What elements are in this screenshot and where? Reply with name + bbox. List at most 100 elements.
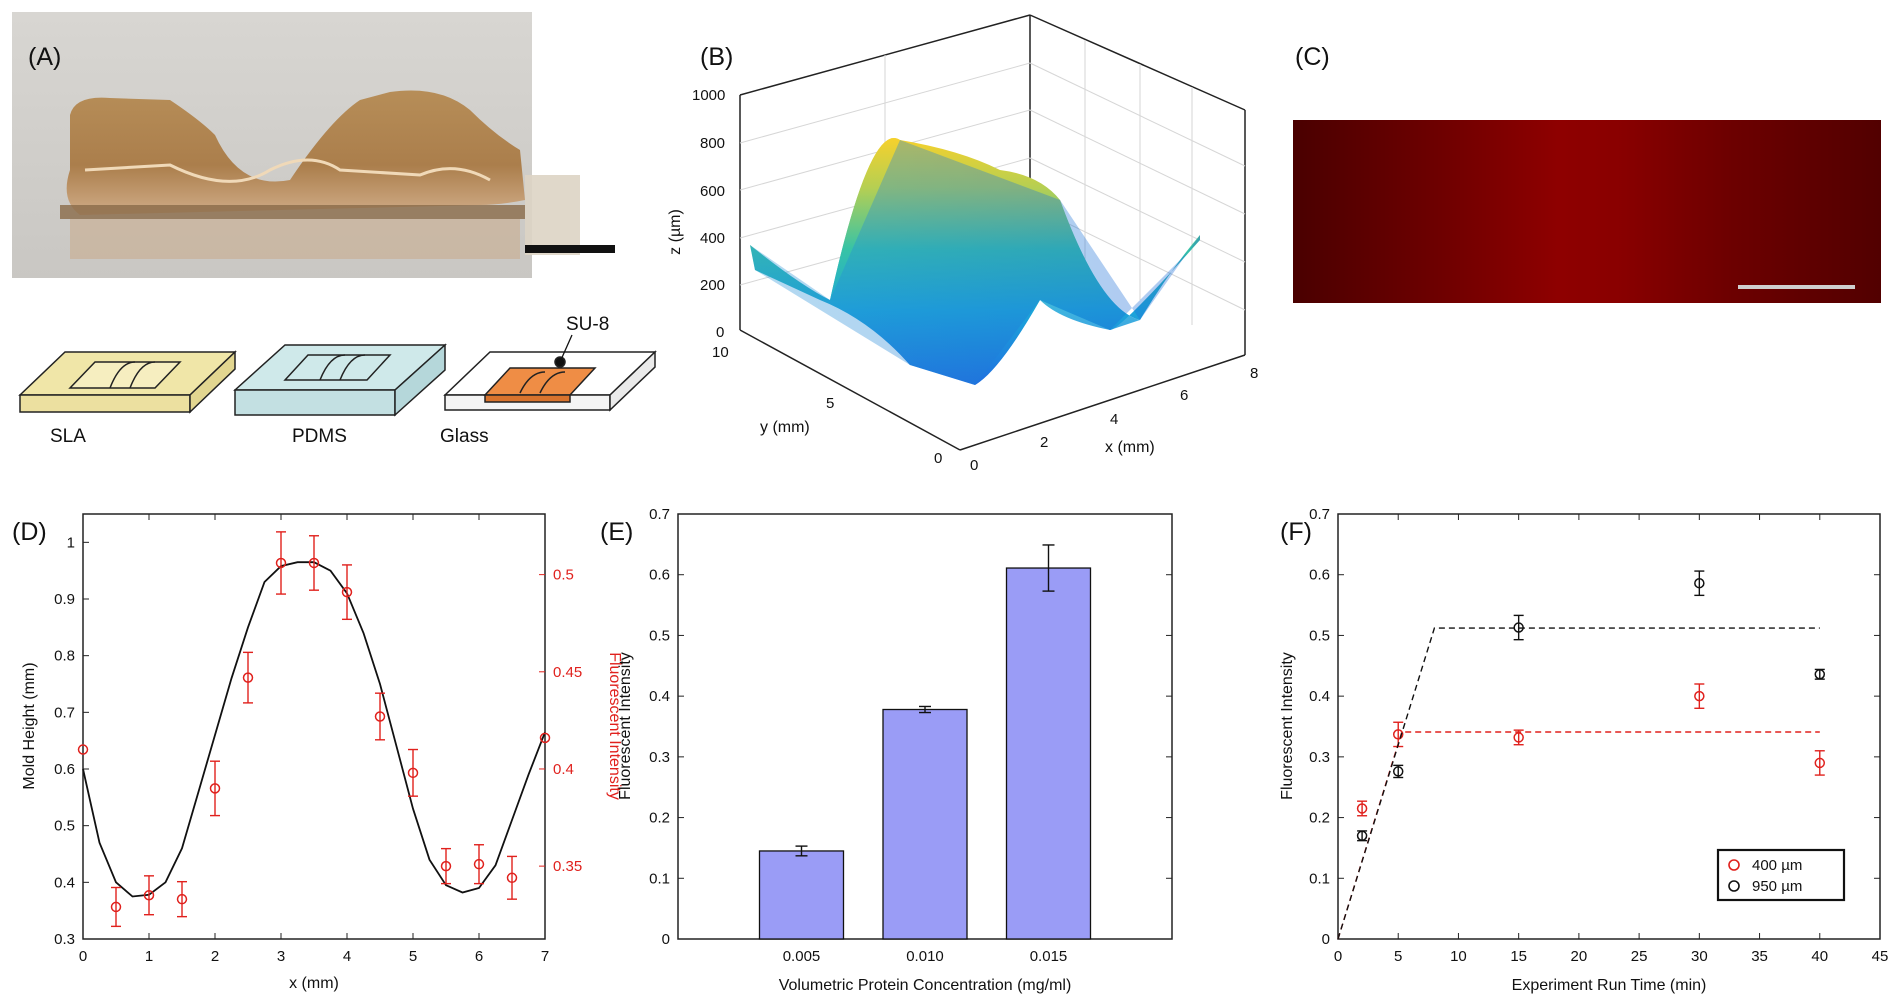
x-tick-label: 25: [1631, 948, 1648, 965]
mold-highlight: [84, 158, 491, 183]
x-tick-label: 5: [409, 948, 417, 965]
y-axis-right-label-d: Fluorescent Intensity: [606, 652, 623, 800]
y-tick-label: 0.6: [1309, 567, 1330, 584]
panel-a-photo: (A): [12, 12, 615, 278]
data-point: [1694, 690, 1705, 702]
y-tick-label: 0: [1322, 931, 1330, 948]
panel-label-c: (C): [1295, 43, 1330, 71]
fit-line: [1337, 627, 1820, 940]
surface-side: [750, 140, 1200, 385]
y-tick: 0: [934, 450, 942, 467]
x-tick-label: 1: [145, 948, 153, 965]
y-axis-label-d: Mold Height (mm): [21, 662, 38, 789]
data-point: [341, 586, 353, 598]
data-point: [1513, 622, 1524, 633]
panel-c-fluorescence: (C): [1293, 43, 1881, 303]
data-point: [275, 557, 287, 569]
z-tick: 1000: [692, 87, 725, 104]
panel-label-b: (B): [700, 43, 733, 71]
bar: [1005, 567, 1092, 940]
x-tick-label: 0.005: [783, 948, 821, 965]
y-tick-label: 0.7: [649, 506, 670, 523]
x-tick-label: 0: [79, 948, 87, 965]
bar: [758, 850, 845, 940]
y-tick-label: 0.2: [1309, 810, 1330, 827]
panel-a-schematic: [18, 334, 657, 417]
y-tick-label: 0.4: [649, 688, 670, 705]
data-point: [440, 860, 452, 872]
y-axis-label: y (mm): [760, 419, 810, 436]
data-point: [473, 858, 485, 870]
label-sla: SLA: [50, 426, 86, 447]
panel-f-chart: (F) 0 5 10 15 20 25 30 35 40 45 0 0.1 0.2 0.3 0.4 0.5 0.…: [1279, 506, 1888, 994]
mold-base: [60, 205, 525, 219]
x-tick-label: 6: [475, 948, 483, 965]
z-tick: 0: [716, 324, 724, 341]
x-ticks-3d: 0 2 4 6 8: [970, 365, 1258, 474]
y-tick-label: 0.4: [1309, 688, 1330, 705]
y-right-tick-label: 0.35: [553, 858, 582, 875]
x-tick-label: 3: [277, 948, 285, 965]
data-point: [110, 901, 122, 913]
y-tick-label: 0.3: [649, 749, 670, 766]
legend-marker-400: [1728, 859, 1740, 871]
glass-block: [443, 334, 657, 412]
y-tick-label: 0.6: [54, 761, 75, 778]
x-tick-label: 20: [1571, 948, 1588, 965]
data-point: [1392, 766, 1404, 777]
y-tick-label: 0.5: [54, 818, 75, 835]
panel-b-surface: (B) 1000 800: [667, 14, 1258, 474]
y-tick-label: 0.6: [649, 567, 670, 584]
data-point: [242, 672, 254, 683]
axes-box: [739, 14, 1246, 451]
x-tick: 0: [970, 457, 978, 474]
data-point: [374, 711, 386, 722]
z-axis-label: z (µm): [667, 209, 684, 255]
x-tick-label: 10: [1450, 948, 1467, 965]
data-point: [1814, 669, 1826, 680]
y-tick-label: 0.1: [649, 870, 670, 887]
y-tick-label: 0.5: [1309, 627, 1330, 644]
legend-box: [1716, 848, 1846, 902]
y-right-tick-label: 0.45: [553, 664, 582, 681]
y-tick-label: 0.7: [54, 704, 75, 721]
y-tick-label: 0: [662, 931, 670, 948]
pdms-block: [233, 343, 447, 417]
x-tick: 2: [1040, 434, 1048, 451]
data-point: [1694, 577, 1705, 589]
mold-piece: [66, 90, 526, 215]
y-axis-label-f: Fluorescent Intensity: [1279, 652, 1296, 800]
bars-e: [758, 544, 1092, 940]
x-tick-label: 35: [1751, 948, 1768, 965]
x-tick-label: 0: [1334, 948, 1342, 965]
panel-d-chart: (D) 0 1 2 3 4 5 6 7 0.3 0.4 0.5 0.6 0.7 0.8 0.9 1 0.35 0.…: [12, 513, 623, 992]
x-tick-label: 0.010: [906, 948, 944, 965]
y-tick-label: 0.8: [54, 648, 75, 665]
legend-label-400: 400 µm: [1752, 857, 1802, 874]
x-tick-label: 4: [343, 948, 351, 965]
x-tick-label: 5: [1394, 948, 1402, 965]
legend-f: 400 µm 950 µm: [1716, 848, 1846, 902]
z-tick: 600: [700, 183, 725, 200]
axis-ticks-f: 0 5 10 15 20 25 30 35 40 45 0 0.1 0.2 0.3 0.4 0.5 0.6 0.7: [1309, 506, 1888, 965]
panel-label-e: (E): [600, 518, 633, 546]
data-point: [1356, 803, 1368, 814]
photo-edge: [525, 175, 580, 255]
series-f: [1337, 570, 1826, 940]
y-tick: 10: [712, 344, 729, 361]
scale-bar-c: [1738, 285, 1855, 289]
x-tick-label: 15: [1510, 948, 1527, 965]
x-tick-label: 0.015: [1030, 948, 1068, 965]
x-tick-label: 45: [1872, 948, 1889, 965]
data-point: [209, 783, 221, 794]
z-tick: 400: [700, 230, 725, 247]
axis-ticks-d: 0 1 2 3 4 5 6 7 0.3 0.4 0.5 0.6 0.7 0.8 0.9 1 0.35 0.4 0.4…: [54, 514, 582, 965]
bar: [882, 708, 968, 940]
mold-reflection: [70, 219, 520, 259]
fluorescence-image: [1293, 120, 1881, 303]
y-tick-label: 1: [67, 534, 75, 551]
data-point: [143, 890, 155, 901]
data-point: [77, 744, 89, 755]
x-tick-label: 7: [541, 948, 549, 965]
